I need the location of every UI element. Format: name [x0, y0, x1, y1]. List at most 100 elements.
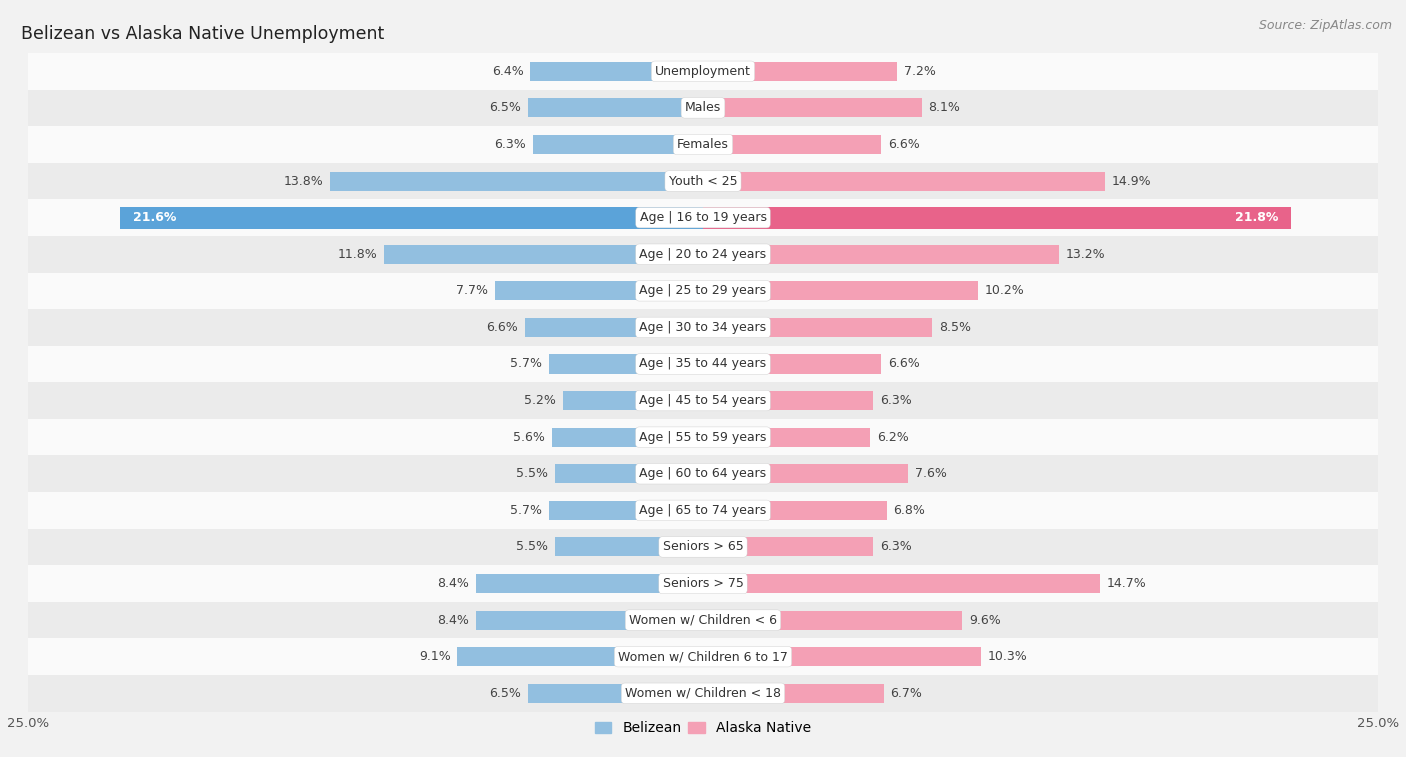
Text: 5.6%: 5.6%	[513, 431, 546, 444]
Bar	[703, 282, 979, 301]
Bar	[703, 354, 882, 373]
Bar	[28, 675, 1378, 712]
Bar	[28, 236, 1378, 273]
Bar	[703, 98, 922, 117]
Text: 5.2%: 5.2%	[524, 394, 555, 407]
Bar	[527, 684, 703, 702]
Text: 6.3%: 6.3%	[880, 540, 911, 553]
Text: 13.2%: 13.2%	[1066, 248, 1105, 260]
Bar	[703, 207, 1292, 229]
Text: Seniors > 65: Seniors > 65	[662, 540, 744, 553]
Bar	[551, 428, 703, 447]
Bar	[550, 501, 703, 520]
Bar	[524, 318, 703, 337]
Bar	[477, 611, 703, 630]
Text: 7.6%: 7.6%	[915, 467, 946, 480]
Bar	[28, 382, 1378, 419]
Bar	[703, 391, 873, 410]
Text: 14.9%: 14.9%	[1112, 175, 1152, 188]
Text: Females: Females	[678, 138, 728, 151]
Text: 6.6%: 6.6%	[889, 357, 920, 370]
Bar	[28, 638, 1378, 675]
Bar	[28, 273, 1378, 309]
Bar	[28, 53, 1378, 89]
Text: 6.6%: 6.6%	[889, 138, 920, 151]
Text: 5.5%: 5.5%	[516, 467, 548, 480]
Bar	[703, 501, 887, 520]
Text: Age | 30 to 34 years: Age | 30 to 34 years	[640, 321, 766, 334]
Text: Source: ZipAtlas.com: Source: ZipAtlas.com	[1258, 19, 1392, 32]
Bar	[28, 456, 1378, 492]
Text: 21.6%: 21.6%	[134, 211, 177, 224]
Bar	[703, 318, 932, 337]
Bar	[703, 62, 897, 81]
Bar	[530, 62, 703, 81]
Bar	[703, 684, 884, 702]
Text: 6.3%: 6.3%	[495, 138, 526, 151]
Text: Unemployment: Unemployment	[655, 65, 751, 78]
Bar	[562, 391, 703, 410]
Bar	[28, 565, 1378, 602]
Bar	[527, 98, 703, 117]
Text: Women w/ Children < 6: Women w/ Children < 6	[628, 614, 778, 627]
Text: 5.5%: 5.5%	[516, 540, 548, 553]
Bar	[703, 464, 908, 483]
Text: Age | 16 to 19 years: Age | 16 to 19 years	[640, 211, 766, 224]
Bar	[28, 528, 1378, 565]
Bar	[28, 602, 1378, 638]
Text: Age | 20 to 24 years: Age | 20 to 24 years	[640, 248, 766, 260]
Legend: Belizean, Alaska Native: Belizean, Alaska Native	[589, 716, 817, 741]
Text: Age | 25 to 29 years: Age | 25 to 29 years	[640, 285, 766, 298]
Text: 9.1%: 9.1%	[419, 650, 450, 663]
Text: 6.8%: 6.8%	[893, 504, 925, 517]
Text: Youth < 25: Youth < 25	[669, 175, 737, 188]
Bar	[28, 346, 1378, 382]
Bar	[703, 537, 873, 556]
Text: Seniors > 75: Seniors > 75	[662, 577, 744, 590]
Bar	[28, 89, 1378, 126]
Text: Age | 35 to 44 years: Age | 35 to 44 years	[640, 357, 766, 370]
Text: 21.8%: 21.8%	[1234, 211, 1278, 224]
Bar	[477, 574, 703, 593]
Bar	[457, 647, 703, 666]
Bar	[28, 309, 1378, 346]
Bar	[384, 245, 703, 263]
Bar	[703, 611, 962, 630]
Text: 6.5%: 6.5%	[489, 101, 520, 114]
Text: 7.2%: 7.2%	[904, 65, 936, 78]
Text: Women w/ Children < 18: Women w/ Children < 18	[626, 687, 780, 699]
Text: 11.8%: 11.8%	[337, 248, 378, 260]
Text: Males: Males	[685, 101, 721, 114]
Bar	[28, 126, 1378, 163]
Text: 7.7%: 7.7%	[457, 285, 488, 298]
Bar	[550, 354, 703, 373]
Bar	[703, 135, 882, 154]
Text: 8.1%: 8.1%	[928, 101, 960, 114]
Text: Age | 65 to 74 years: Age | 65 to 74 years	[640, 504, 766, 517]
Bar	[703, 428, 870, 447]
Text: 6.4%: 6.4%	[492, 65, 523, 78]
Bar	[28, 163, 1378, 199]
Bar	[703, 172, 1105, 191]
Bar	[703, 245, 1059, 263]
Text: Age | 45 to 54 years: Age | 45 to 54 years	[640, 394, 766, 407]
Text: 13.8%: 13.8%	[284, 175, 323, 188]
Bar	[28, 199, 1378, 236]
Bar	[28, 419, 1378, 456]
Bar	[703, 574, 1099, 593]
Text: Women w/ Children 6 to 17: Women w/ Children 6 to 17	[619, 650, 787, 663]
Text: 8.4%: 8.4%	[437, 614, 470, 627]
Bar	[554, 537, 703, 556]
Bar	[495, 282, 703, 301]
Text: 5.7%: 5.7%	[510, 357, 543, 370]
Text: 8.5%: 8.5%	[939, 321, 972, 334]
Text: 10.2%: 10.2%	[986, 285, 1025, 298]
Text: 6.7%: 6.7%	[890, 687, 922, 699]
Text: 6.5%: 6.5%	[489, 687, 520, 699]
Bar	[330, 172, 703, 191]
Text: 9.6%: 9.6%	[969, 614, 1001, 627]
Text: 6.6%: 6.6%	[486, 321, 517, 334]
Text: Age | 60 to 64 years: Age | 60 to 64 years	[640, 467, 766, 480]
Bar	[120, 207, 703, 229]
Text: Age | 55 to 59 years: Age | 55 to 59 years	[640, 431, 766, 444]
